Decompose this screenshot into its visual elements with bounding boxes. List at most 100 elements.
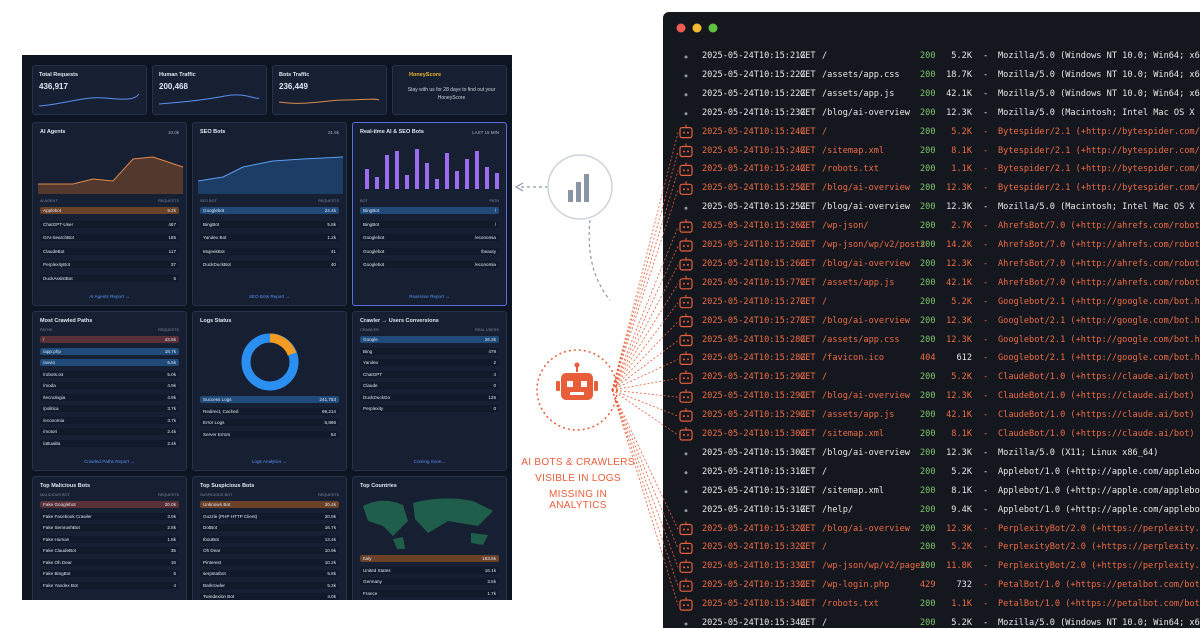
header-left: SEO BOT [200,199,217,203]
row-label: Germany [363,579,382,584]
log-time: 2025-05-24T10:15:27Z [702,315,806,326]
log-ref: - [983,485,989,496]
panel-row: Server Errors 54 [200,430,339,438]
panel: Top Suspicious Bots SUSPICIOUS BOT REQUEST… [192,476,347,600]
row-value: 5 [173,275,176,281]
row-value: 69,214 [321,408,336,414]
log-path: /blog/ai-overview [822,202,910,213]
row-label: serpstatbot [203,571,226,576]
log-size: 5.2K [951,372,972,383]
log-size: 732 [956,580,972,591]
log-time: 2025-05-24T10:15:29Z [702,372,806,383]
bot-icon [611,162,693,391]
panel-row: /motori 2.4k [40,428,179,435]
panel-total: 10.0k [167,130,179,135]
log-method: GET [800,107,816,118]
panel: Logs Status Success Logs 241,753 Redirect, … [192,311,347,471]
panel-row: Fake Googlebot 20.0k [40,501,179,508]
log-agent: Mozilla/5.0 (Windows NT 10.0; Win64; x64… [998,69,1200,80]
panel-row: /politica 3.7k [40,405,179,412]
row-label: ChatGPT [363,371,383,377]
row-label: /attualita [43,440,61,446]
callout-line: VISIBLE IN LOGS [535,473,621,484]
world-map [363,498,493,549]
log-method: GET [800,372,816,383]
donut-chart [241,333,299,391]
log-status: 429 [920,580,936,591]
panel-row: Perplexity 0 [360,405,499,412]
panel-row: Bing 479 [360,347,499,355]
log-status: 200 [920,372,936,383]
log-agent: ClaudeBot/1.0 (+https://claude.ai/bot) [998,410,1195,421]
log-size: 12.3K [946,107,972,118]
row-value: 35 [170,548,176,553]
header-right: REQUESTS [158,493,179,497]
panel-row: /economia 3.7k [40,416,179,424]
log-path: /blog/ai-overview [822,183,910,194]
row-label: Bing [363,348,373,354]
log-status: 200 [920,51,936,61]
log-ref: - [983,410,989,421]
log-path: /robots.txt [822,599,879,610]
row-value: /beauty [480,248,496,254]
log-agent: Mozilla/5.0 (Macintosh; Intel Mac OS X 1… [998,202,1200,213]
log-agent: AhrefsBot/7.0 (+http://ahrefs.com/robot/… [998,258,1200,269]
panel-row: Google 26.3k [360,336,499,343]
panel-title: Crawler → Users Conversions [360,318,439,324]
panel-link: Coming Soon... [413,459,446,464]
log-time: 2025-05-24T10:15:21Z [702,51,806,61]
log-path: /blog/ai-overview [822,107,910,118]
log-size: 9.4K [951,504,972,515]
row-value: 54 [330,431,336,437]
log-method: GET [800,447,816,458]
row-value: 5.8k [327,221,336,227]
row-label: BingBot [203,221,220,227]
log-dot [684,55,688,59]
log-time: 2025-05-24T10:15:77Z [702,277,806,288]
panel-row: Googlebot/beauty [360,247,499,255]
log-size: 14.2K [946,240,972,250]
panel: AI Agents 10.0k AI AGENT REQUESTS Applebot 9.… [32,122,187,306]
window-controls [676,23,718,33]
log-agent: Bytespider/2.1 (+http://bytespider.com/b… [998,164,1200,175]
log-method: GET [800,221,816,232]
log-agent: Applebot/1.0 (+http://apple.com/applebot… [998,485,1200,496]
log-time: 2025-05-24T10:15:26Z [702,221,806,232]
row-value: 3.7k [167,406,176,411]
log-ref: - [983,221,989,232]
row-label: France [363,590,378,596]
row-label: Fake BingBot [43,571,71,576]
log-time: 2025-05-24T10:15:32Z [702,542,806,553]
log-status: 200 [920,334,936,345]
stat-card: Bots Traffic 236,449 [272,65,387,115]
row-value: 5.5k [167,360,176,365]
log-size: 5.2K [951,296,972,307]
log-ref: - [983,315,989,326]
log-ref: - [983,580,989,591]
row-label: BingBot [363,208,380,213]
log-dot [684,74,688,78]
log-size: 42.1K [946,410,972,421]
log-path: /robots.txt [822,164,879,175]
log-size: 12.3K [946,391,972,402]
row-value: / [494,221,496,227]
row-value: 4.9k [167,394,176,400]
row-label: Googlebot [363,248,385,254]
log-status: 200 [920,410,936,421]
panel-row: Guzzle (PHP HTTP Client) 20.9k [200,512,339,520]
log-status: 200 [920,183,936,194]
log-status: 200 [920,145,936,156]
log-time: 2025-05-24T10:15:34Z [702,599,806,610]
log-ref: - [983,504,989,515]
log-size: 42.1K [946,277,972,288]
log-dot [684,622,688,626]
row-value: 3.7k [167,417,176,423]
log-method: GET [800,466,816,477]
row-label: Perplexity [363,406,384,411]
log-time: 2025-05-24T10:15:26Z [702,240,806,250]
bot-icon [611,332,693,391]
row-label: OAI-SearchBot [43,235,74,240]
row-label: United States [363,567,391,573]
row-value: 10.2k [324,559,336,565]
panel-header: MALICIOUS BOT REQUESTS [40,493,179,497]
